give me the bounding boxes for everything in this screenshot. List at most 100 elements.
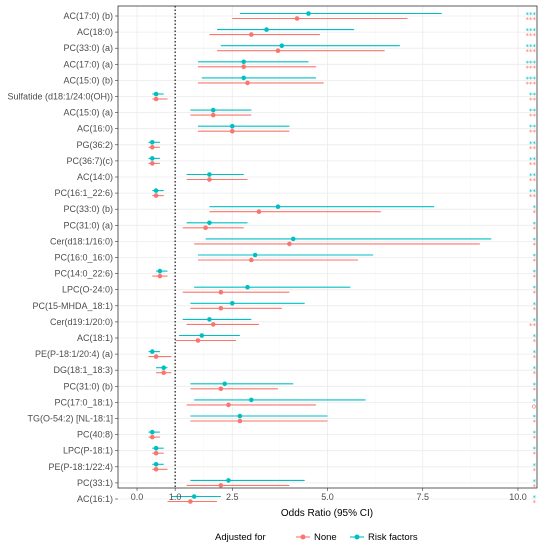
point-estimate: [199, 333, 205, 338]
significance-marker: ***: [526, 27, 537, 35]
y-tick-label: PE(P-18:1/20:4) (a): [35, 349, 113, 359]
grid-layer: [118, 6, 537, 500]
point-estimate: [294, 16, 300, 21]
point-estimate: [149, 161, 155, 166]
point-estimate: [191, 494, 197, 499]
point-estimate: [149, 145, 155, 150]
y-tick-label: PC(33:1): [77, 478, 113, 488]
point-estimate: [241, 59, 246, 65]
significance-marker: *: [533, 478, 537, 486]
point-estimate: [256, 209, 262, 214]
significance-marker: **: [529, 124, 537, 132]
point-estimate: [153, 445, 159, 451]
y-tick-label: AC(16:1): [77, 494, 113, 504]
significance-marker: *: [533, 253, 537, 261]
significance-marker: *: [533, 365, 537, 373]
point-estimate: [249, 32, 254, 37]
y-tick-label: AC(15:0) (a): [63, 108, 113, 118]
point-estimate: [207, 172, 212, 177]
significance-marker: *: [533, 274, 537, 282]
significance-marker: ***: [526, 16, 537, 24]
y-tick-label: PC(33:0) (a): [63, 43, 113, 53]
y-tick-label: PC(16:1_22:6): [54, 188, 113, 198]
point-estimate: [237, 418, 243, 424]
x-tick-label: 0.0: [131, 492, 144, 502]
point-estimate: [249, 257, 254, 263]
y-tick-label: PC(33:0) (b): [63, 204, 113, 214]
point-estimate: [229, 128, 235, 134]
y-tick-label: PC(36:7)(c): [66, 156, 113, 166]
point-estimate: [153, 91, 159, 97]
y-tick-label: Cer(d19:1/20:0): [50, 317, 113, 327]
significance-marker: **: [529, 145, 537, 153]
y-tick-label: LPC(P-18:1): [63, 446, 113, 456]
x-tick-label: 7.5: [416, 492, 429, 502]
point-estimate: [157, 268, 163, 274]
legend-key-point: [354, 534, 360, 540]
point-estimate: [245, 80, 250, 86]
y-tick-label: LPC(O-24:0): [62, 285, 113, 295]
x-tick-label: 10.0: [509, 492, 527, 502]
x-axis-title: Odds Ratio (95% CI): [281, 508, 373, 519]
significance-marker: o: [532, 402, 536, 410]
significance-marker: **: [529, 129, 537, 137]
point-estimate: [153, 96, 159, 102]
significance-marker: *: [533, 446, 537, 454]
significance-marker: *: [533, 462, 537, 470]
point-estimate: [229, 301, 235, 306]
legend-title: Adjusted for: [215, 532, 266, 543]
point-estimate: [149, 349, 155, 354]
significance-marker: *: [533, 204, 537, 212]
x-tick-label: 1.0: [169, 492, 182, 502]
y-tick-label: PC(16:0_16:0): [54, 253, 113, 263]
y-tick-label: PC(40:8): [77, 430, 113, 440]
significance-marker: *: [533, 451, 537, 459]
significance-marker: *: [533, 483, 537, 491]
point-estimate: [161, 370, 167, 376]
point-estimate: [226, 402, 231, 408]
point-estimate: [237, 413, 243, 419]
significance-marker: **: [529, 161, 537, 169]
point-estimate: [264, 27, 269, 32]
significance-marker: **: [529, 177, 537, 185]
point-estimate: [218, 289, 224, 295]
point-estimate: [161, 365, 167, 371]
point-estimate: [149, 429, 155, 435]
point-estimate: [210, 107, 216, 113]
significance-marker: **: [529, 172, 537, 180]
y-tick-label: AC(15:0) (b): [63, 75, 113, 85]
significance-marker: *: [533, 333, 537, 341]
point-estimate: [149, 434, 155, 440]
x-tick-label: 5.0: [321, 492, 334, 502]
significance-marker: **: [529, 322, 537, 330]
significance-marker: **: [529, 92, 537, 100]
significance-marker: *: [533, 467, 537, 475]
significance-marker: *: [533, 269, 537, 277]
significance-marker: *: [533, 301, 537, 309]
significance-marker: *: [533, 354, 537, 362]
point-estimate: [249, 397, 254, 403]
significance-marker: *: [533, 285, 537, 293]
significance-marker: ***: [526, 75, 537, 83]
significance-marker: **: [529, 188, 537, 196]
y-tick-label: PC(31:0) (a): [63, 220, 113, 230]
y-tick-labels: AC(17:0) (b) AC(18:0) PC(33:0) (a) AC(17:0)…: [7, 11, 118, 504]
significance-layer: ****************************************…: [526, 11, 537, 507]
y-tick-label: PC(31:0) (b): [63, 381, 113, 391]
point-estimate: [210, 322, 216, 327]
point-estimate: [306, 11, 311, 16]
significance-marker: ***: [526, 64, 537, 72]
significance-marker: **: [529, 97, 537, 105]
significance-marker: **: [529, 156, 537, 164]
point-estimate: [241, 75, 246, 81]
legend-entries: None Risk factors: [296, 532, 418, 543]
point-estimate: [195, 338, 201, 343]
significance-marker: *: [533, 220, 537, 228]
significance-marker: **: [529, 113, 537, 121]
significance-marker: ***: [526, 32, 537, 40]
significance-marker: ***: [526, 48, 537, 56]
x-tick-labels: 0.0 1.0 2.5 5.0 7.5 10.0: [131, 488, 527, 502]
point-estimate: [188, 499, 193, 504]
significance-marker: *: [533, 435, 537, 443]
